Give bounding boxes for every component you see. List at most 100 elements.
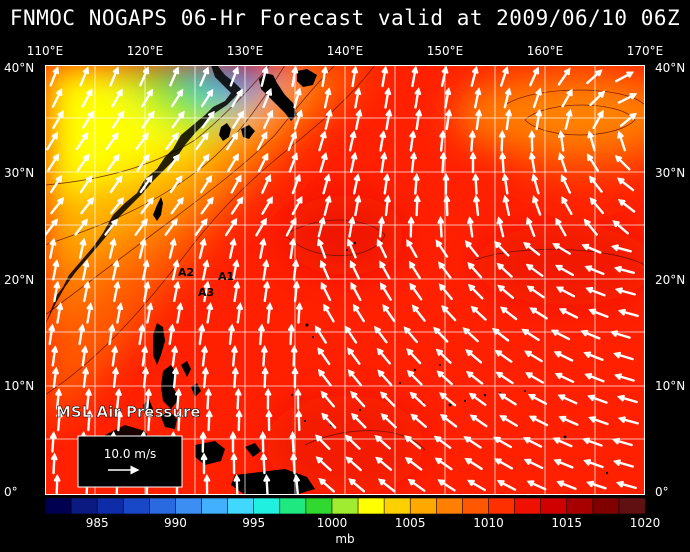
colorbar-cell (253, 498, 281, 514)
wind-arrow (499, 415, 518, 427)
lat-label-left: 30°N (4, 166, 35, 180)
wind-arrow (320, 281, 332, 302)
wind-arrow (46, 153, 60, 172)
wind-arrow (231, 344, 238, 367)
wind-arrow (379, 260, 391, 280)
wind-arrow (385, 108, 393, 131)
wind-arrow (140, 196, 155, 215)
wind-arrow (291, 366, 299, 389)
wind-arrow (613, 265, 635, 274)
wind-arrow (51, 345, 58, 367)
wind-arrow (260, 452, 268, 475)
wind-arrow (493, 240, 510, 257)
wind-arrow (555, 286, 576, 298)
wind-arrow (437, 479, 456, 492)
wind-arrow (135, 132, 149, 150)
wind-arrow (263, 109, 274, 130)
wind-arrow (521, 328, 540, 342)
wind-arrow (467, 216, 474, 238)
wind-arrow (500, 66, 509, 87)
wind-arrow (558, 415, 579, 426)
wind-arrow (382, 304, 396, 323)
colorbar-cell (618, 498, 645, 514)
wind-arrow (614, 373, 635, 382)
wind-vector-field (45, 65, 639, 495)
wind-arrow (323, 87, 332, 109)
wind-arrow (554, 264, 575, 277)
colorbar-cell (409, 498, 438, 514)
island-dots (291, 241, 609, 475)
wind-arrow (617, 93, 638, 104)
wind-arrow (352, 303, 365, 323)
wind-arrow (414, 87, 422, 109)
wind-arrow (231, 88, 243, 108)
wind-arrow (465, 349, 483, 364)
wind-arrow (53, 473, 61, 495)
wind-arrow (462, 327, 479, 343)
colorbar-cell (175, 498, 203, 514)
wind-arrow (439, 129, 446, 152)
wind-arrow (317, 216, 326, 238)
lat-label-right: 20°N (655, 273, 686, 287)
wind-arrow (550, 329, 571, 341)
wind-arrow (374, 434, 391, 450)
colorbar-cell (201, 498, 229, 514)
wind-arrow (291, 195, 303, 216)
wind-arrow (374, 325, 388, 344)
wind-arrow (585, 286, 606, 297)
wind-arrow (410, 151, 417, 174)
wind-arrow (108, 323, 116, 346)
point-label-a1: A1 (218, 270, 234, 283)
wind-arrow (288, 152, 298, 173)
wind-arrow (86, 409, 93, 432)
wind-arrow (349, 260, 361, 280)
wind-arrow (614, 154, 631, 171)
wind-arrow (376, 238, 388, 259)
wind-arrow (589, 90, 606, 106)
wind-arrow (81, 345, 88, 367)
wind-arrow (410, 413, 427, 428)
wind-arrow (438, 283, 453, 301)
wind-arrow (472, 172, 479, 195)
wind-arrow (561, 88, 573, 108)
wind-arrow (139, 175, 153, 194)
wind-arrow (496, 262, 513, 278)
wind-arrow (134, 218, 148, 236)
wind-arrow (475, 108, 482, 131)
wind-arrow (287, 323, 295, 346)
wind-arrow (380, 282, 392, 301)
wind-arrow (165, 132, 179, 150)
wind-arrow (348, 130, 357, 152)
wind-arrow (108, 237, 117, 259)
wind-arrow (232, 110, 245, 129)
wind-arrow (205, 409, 213, 432)
wind-arrow (263, 474, 271, 495)
wind-arrow (166, 153, 180, 172)
colorbar-cell (122, 498, 151, 514)
colorbar-tick-label: 1015 (551, 516, 582, 530)
wind-arrow (201, 110, 215, 129)
wind-arrow (50, 196, 65, 215)
wind-arrow (321, 65, 329, 88)
wind-arrow (111, 345, 118, 367)
wind-arrow (498, 129, 506, 152)
lon-label: 170°E (626, 44, 664, 58)
wind-arrow (176, 302, 184, 324)
scale-label: 10.0 m/s (104, 447, 157, 461)
wind-arrow (502, 194, 511, 216)
wind-arrow (493, 458, 514, 470)
wind-arrow (561, 196, 573, 215)
wind-arrow (474, 87, 482, 109)
wind-arrow (295, 409, 303, 432)
wind-arrow (266, 301, 273, 324)
wind-arrow (467, 283, 484, 300)
wind-arrow (496, 216, 505, 238)
wind-arrow (532, 87, 542, 109)
wind-arrow (435, 348, 452, 364)
wind-arrow (203, 280, 211, 303)
wind-arrow (407, 478, 426, 492)
wind-arrow (79, 174, 93, 194)
wind-arrow (292, 259, 299, 281)
wind-arrow (319, 152, 328, 173)
lat-label-left: 0° (4, 485, 18, 499)
